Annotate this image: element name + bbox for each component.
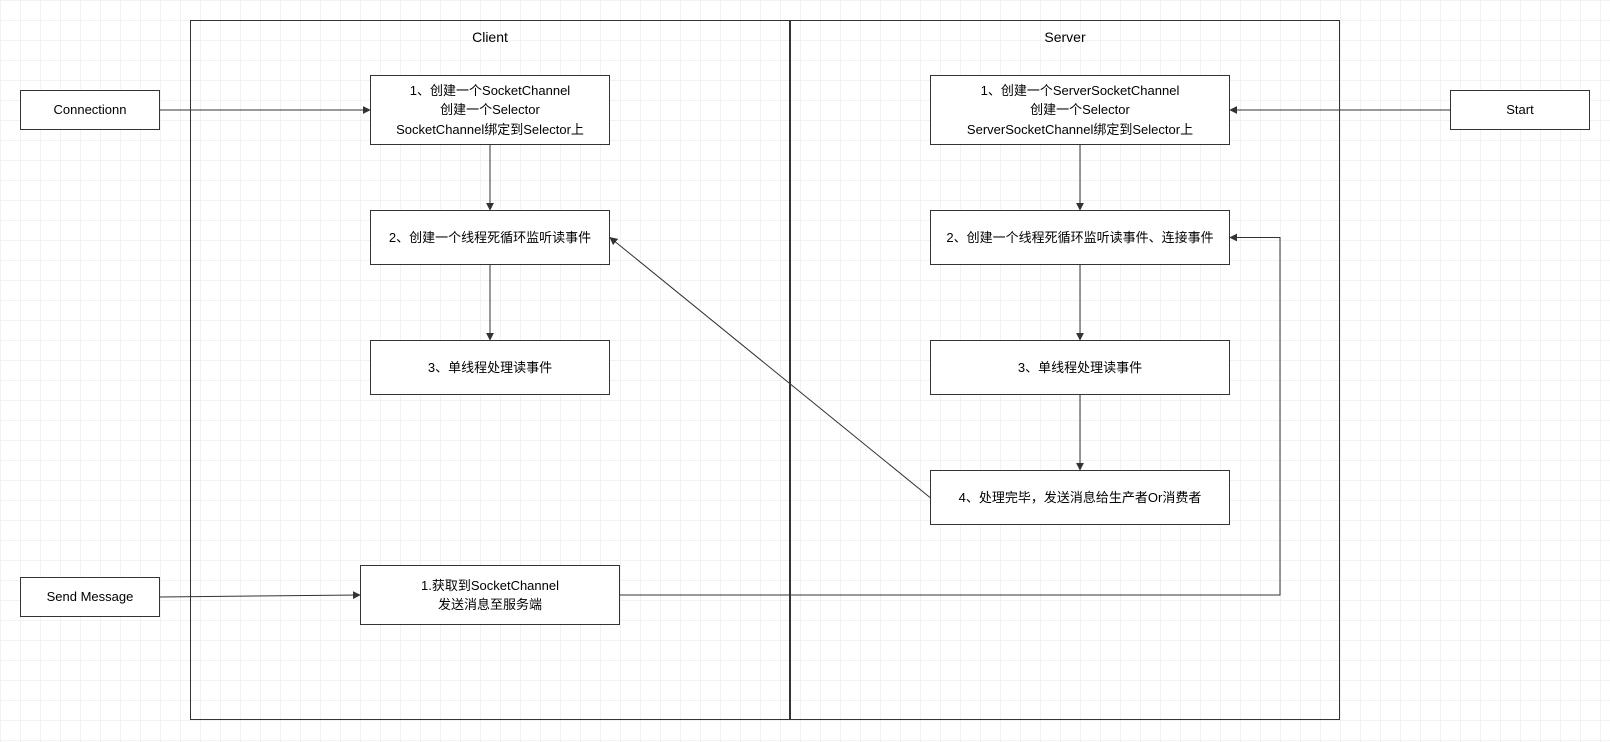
node-text-line: 1.获取到SocketChannel <box>421 576 559 596</box>
node-text-line: 创建一个Selector <box>1030 100 1130 120</box>
region-client-title: Client <box>191 29 789 45</box>
node-text-line: Send Message <box>47 587 134 607</box>
node-server-step-4: 4、处理完毕，发送消息给生产者Or消费者 <box>930 470 1230 525</box>
node-client-step-1: 1、创建一个SocketChannel创建一个SelectorSocketCha… <box>370 75 610 145</box>
node-start: Start <box>1450 90 1590 130</box>
node-text-line: ServerSocketChannel绑定到Selector上 <box>967 120 1193 140</box>
node-text-line: 1、创建一个ServerSocketChannel <box>981 81 1180 101</box>
node-text-line: 2、创建一个线程死循环监听读事件 <box>389 228 591 248</box>
node-connection: Connectionn <box>20 90 160 130</box>
node-text-line: Start <box>1506 100 1533 120</box>
node-text-line: 2、创建一个线程死循环监听读事件、连接事件 <box>946 228 1213 248</box>
node-server-step-3: 3、单线程处理读事件 <box>930 340 1230 395</box>
node-server-step-1: 1、创建一个ServerSocketChannel创建一个SelectorSer… <box>930 75 1230 145</box>
node-text-line: Connectionn <box>54 100 127 120</box>
node-text-line: 3、单线程处理读事件 <box>1018 358 1142 378</box>
node-text-line: 发送消息至服务端 <box>438 595 542 615</box>
node-client-step-2: 2、创建一个线程死循环监听读事件 <box>370 210 610 265</box>
node-text-line: 4、处理完毕，发送消息给生产者Or消费者 <box>959 488 1202 508</box>
node-server-step-2: 2、创建一个线程死循环监听读事件、连接事件 <box>930 210 1230 265</box>
node-text-line: SocketChannel绑定到Selector上 <box>396 120 584 140</box>
node-send-message: Send Message <box>20 577 160 617</box>
node-client-step-3: 3、单线程处理读事件 <box>370 340 610 395</box>
node-text-line: 3、单线程处理读事件 <box>428 358 552 378</box>
node-client-send: 1.获取到SocketChannel发送消息至服务端 <box>360 565 620 625</box>
region-server-title: Server <box>791 29 1339 45</box>
node-text-line: 1、创建一个SocketChannel <box>410 81 570 101</box>
node-text-line: 创建一个Selector <box>440 100 540 120</box>
